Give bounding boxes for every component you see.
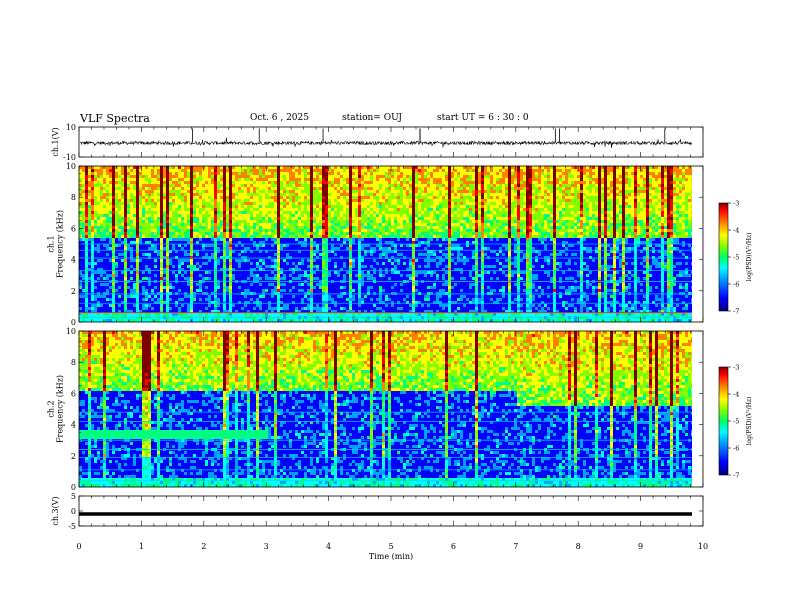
y-axis-label: ch.3(V) [51,496,60,525]
ch2-spectrogram-panel: 0 2 4 6 8 10 ch.2Frequency (kHz) [47,327,704,492]
date-label: Oct. 6 , 2025 [250,113,309,123]
x-tick-label: 2 [201,542,206,551]
y-tick-label: 2 [71,287,76,296]
y-axis-label: ch.2Frequency (kHz) [47,375,65,443]
colorbar-scale [718,366,729,476]
x-tick-label: 5 [388,542,393,551]
y-tick-label: 0 [71,318,76,327]
y-tick-label: 4 [71,256,76,265]
x-tick-label: 8 [576,542,581,551]
ch1-waveform-trace [79,137,693,149]
start-time-label: start UT = 6 : 30 : 0 [437,113,529,123]
ch1-colorbar: -3 -4 -5 -6 -7 log(PSD)(V²/Hz) [718,200,753,316]
x-tick-label: 7 [513,542,518,551]
y-tick-label: 8 [71,193,76,202]
y-tick-label: 10 [66,162,76,171]
y-tick-label: 10 [66,123,76,132]
y-tick-label: 0 [71,483,76,492]
colorbar-tick-label: -7 [733,308,739,316]
y-tick-label: 10 [66,327,76,336]
x-tick-label: 10 [698,542,708,551]
colorbar-tick-label: -3 [733,200,739,208]
ch1-spectrogram-panel: 0 2 4 6 8 10 ch.1Frequency (kHz) [47,162,704,327]
time-axis: 0 1 2 3 4 5 6 7 8 9 10 Time (min) [76,542,708,561]
y-tick-label: 6 [71,224,76,233]
x-tick-label: 0 [76,542,81,551]
colorbar-tick-label: -7 [733,472,739,480]
y-tick-label: 4 [71,421,76,430]
no-data-region [692,166,703,322]
spectrogram-cells [79,331,695,488]
y-tick-label: 5 [71,492,76,501]
colorbar-tick-label: -6 [733,281,739,289]
ch2-colorbar: -3 -4 -5 -6 -7 log(PSD)(V²/Hz) [718,364,753,480]
x-tick-label: 3 [264,542,269,551]
no-data-region [692,331,703,487]
x-tick-label: 4 [326,542,331,551]
y-tick-label: -5 [68,522,76,531]
colorbar-scale [718,202,729,312]
station-label: station= OUJ [342,113,402,123]
colorbar-tick-label: -4 [733,391,739,399]
y-tick-label: 6 [71,389,76,398]
x-tick-label: 1 [139,542,144,551]
colorbar-tick-label: -4 [733,227,739,235]
colorbar-tick-label: -5 [733,254,739,262]
x-tick-label: 9 [638,542,643,551]
ch3-waveform-panel: 5 0 -5 ch.3(V) [51,492,704,531]
colorbar-label: log(PSD)(V²/Hz) [746,397,753,446]
y-tick-label: 8 [71,358,76,367]
y-tick-label: 0 [71,507,76,516]
figure-title: VLF Spectra [80,112,150,125]
y-axis-label: ch.1Frequency (kHz) [47,210,65,278]
y-tick-label: 2 [71,452,76,461]
colorbar-label: log(PSD)(V²/Hz) [746,233,753,282]
y-tick-label: -10 [63,153,76,162]
colorbar-tick-label: -3 [733,364,739,372]
colorbar-tick-label: -5 [733,418,739,426]
colorbar-tick-label: -6 [733,445,739,453]
y-axis-label: ch.1(V) [51,127,60,156]
x-axis-label: Time (min) [369,552,413,561]
x-tick-label: 6 [451,542,456,551]
